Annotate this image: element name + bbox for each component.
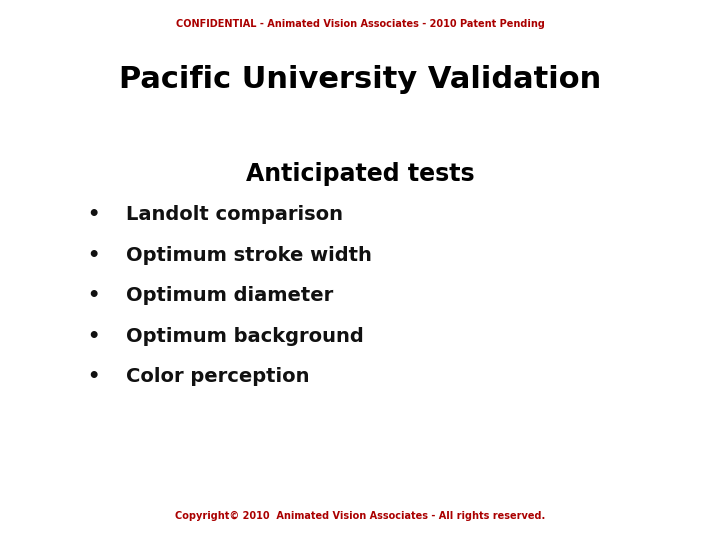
Text: •: • (87, 327, 100, 346)
Text: Optimum diameter: Optimum diameter (126, 286, 333, 305)
Text: •: • (87, 205, 100, 224)
Text: Optimum background: Optimum background (126, 327, 364, 346)
Text: •: • (87, 246, 100, 265)
Text: •: • (87, 367, 100, 386)
Text: CONFIDENTIAL - Animated Vision Associates - 2010 Patent Pending: CONFIDENTIAL - Animated Vision Associate… (176, 19, 544, 29)
Text: Anticipated tests: Anticipated tests (246, 162, 474, 186)
Text: Optimum stroke width: Optimum stroke width (126, 246, 372, 265)
Text: Pacific University Validation: Pacific University Validation (119, 65, 601, 94)
Text: •: • (87, 286, 100, 305)
Text: Landolt comparison: Landolt comparison (126, 205, 343, 224)
Text: Color perception: Color perception (126, 367, 310, 386)
Text: Copyright© 2010  Animated Vision Associates - All rights reserved.: Copyright© 2010 Animated Vision Associat… (175, 511, 545, 521)
